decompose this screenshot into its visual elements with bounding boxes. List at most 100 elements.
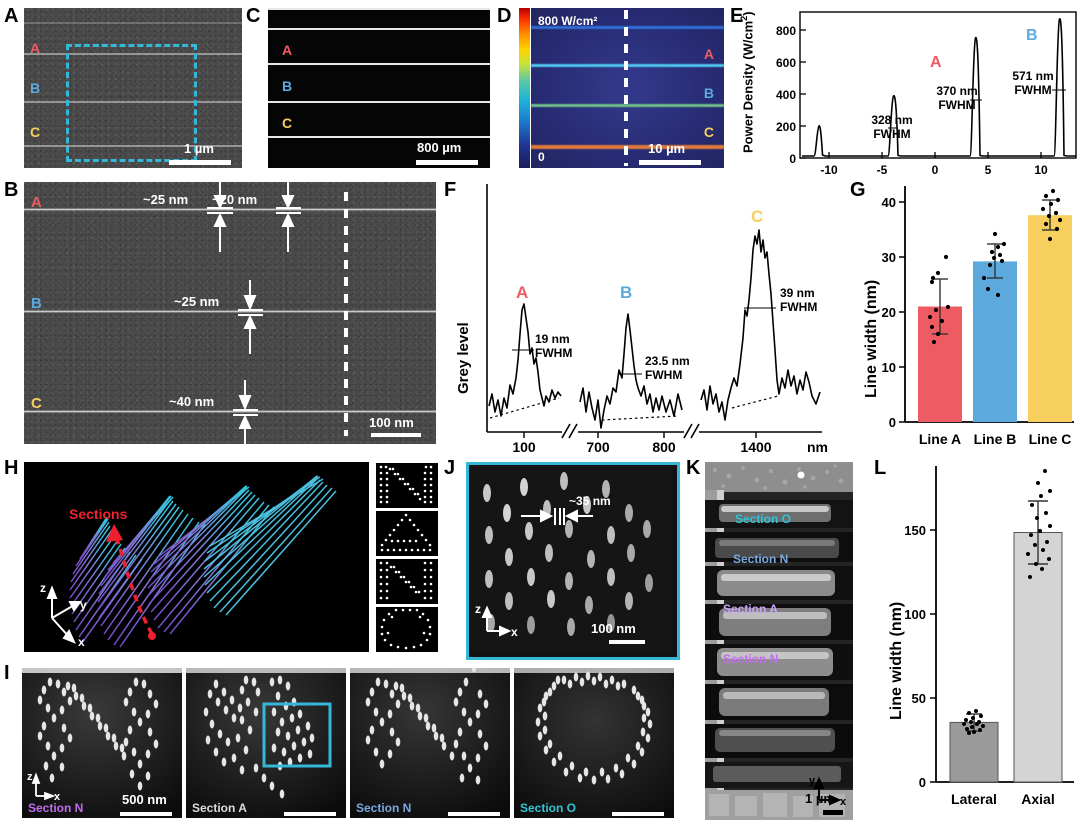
svg-text:0: 0 (889, 415, 896, 430)
sem-line-a (24, 53, 242, 55)
panel-i-frame-0-label: Section N (28, 801, 84, 815)
svg-text:10: 10 (1034, 163, 1048, 177)
panel-d-colorbar-max: 800 W/cm² (538, 14, 598, 28)
panel-f-fwhm-c-value: 39 nm (780, 286, 815, 300)
panel-letter-k: K (686, 457, 701, 479)
panel-i-frame-0-scalebar-label: 500 nm (122, 792, 167, 807)
svg-text:Axial: Axial (1021, 791, 1054, 807)
panel-f-fwhm-c: 39 nm FWHM (780, 286, 848, 315)
panel-h-sections-label: Sections (69, 506, 128, 522)
svg-text:200: 200 (776, 120, 796, 134)
svg-text:800: 800 (776, 24, 796, 38)
panel-d-colorbar (519, 8, 530, 168)
panel-a-label-a: A (30, 40, 41, 56)
panel-k-scalebar-label: 1 µm (805, 791, 835, 806)
panel-k-section-label-3: Section N (723, 652, 779, 666)
panel-d-label-c: C (703, 124, 714, 140)
panel-e-fwhm-b: 370 nm FWHM (920, 84, 994, 113)
svg-text:y: y (809, 775, 816, 787)
panel-letter-d: D (497, 5, 512, 27)
svg-text:nm: nm (807, 439, 828, 454)
panel-b-annotation-2: ~25 nm (174, 294, 220, 309)
panel-b-scalebar (371, 433, 421, 437)
panel-e-ylabel-text: Power Density (W/cm (740, 20, 756, 153)
panel-e-fwhm-c: 571 nm FWHM (996, 69, 1070, 98)
svg-text:20: 20 (882, 305, 896, 320)
svg-text:100: 100 (904, 607, 926, 622)
svg-text:Line B: Line B (974, 431, 1017, 447)
panel-letter-f: F (444, 179, 457, 201)
sem-line-top (24, 22, 242, 24)
svg-text:5: 5 (985, 163, 992, 177)
panel-e-peak-label-a: A (930, 54, 942, 71)
svg-text:Line C: Line C (1029, 431, 1072, 447)
panel-e-chart: Power Density (W/cm2) 0 200 400 600 800 (739, 8, 1080, 180)
panel-i-frame-2-scalebar (448, 812, 500, 816)
panel-b-label-b: B (31, 295, 42, 312)
panel-letter-j: J (444, 457, 456, 479)
panel-a-scalebar-label: 1 µm (184, 141, 214, 156)
panel-d-simulation-image: 800 W/cm² 0 A B C 10 µm (531, 8, 724, 168)
panel-b-sem-image: A B C ~25 nm ~ (24, 182, 436, 444)
panel-letter-l: L (874, 457, 887, 479)
svg-text:x: x (511, 625, 518, 639)
panel-b-line-b (24, 310, 436, 313)
panel-f-fwhm-a-label: FWHM (535, 345, 573, 360)
panel-e-fwhm-c-value: 571 nm (1012, 69, 1054, 83)
svg-text:400: 400 (776, 88, 796, 102)
panel-k-fib-image: y x Section O Section N Section A Sectio… (705, 462, 853, 820)
sem-line-b (24, 101, 242, 103)
panel-e-fwhm-a-label: FWHM (873, 126, 911, 141)
panel-d-label-a: A (703, 46, 714, 62)
panel-l-plot-svg: 0 50 100 150 (904, 466, 1074, 807)
panel-e-fwhm-b-value: 370 nm (936, 84, 978, 98)
panel-l-chart: Line width (nm) 0 50 100 150 (880, 462, 1076, 820)
panel-a-label-c: C (30, 124, 41, 140)
panel-c-label-c: C (282, 115, 293, 131)
panel-e-ylabel-sup: 2 (739, 15, 749, 21)
svg-text:40: 40 (882, 195, 896, 210)
svg-text:100: 100 (512, 439, 536, 454)
svg-text:z: z (27, 771, 33, 783)
panel-h-svg: z y x (40, 475, 337, 649)
panel-d-dashed-line (624, 10, 628, 166)
svg-text:30: 30 (882, 250, 896, 265)
panel-g-chart: Line width (nm) 0 10 20 30 40 (860, 182, 1076, 454)
svg-text:Line A: Line A (919, 431, 961, 447)
panel-f-fwhm-b: 23.5 nm FWHM (645, 354, 727, 383)
svg-text:150: 150 (904, 523, 926, 538)
panel-e-peak-label-b: B (1026, 27, 1038, 44)
panel-g-ylabel: Line width (nm) (863, 279, 880, 398)
panel-j-scalebar (609, 640, 645, 644)
panel-k-section-label-2: Section A (723, 602, 778, 616)
panel-c-scalebar (416, 160, 478, 165)
panel-b-label-c: C (31, 395, 42, 412)
svg-text:1400: 1400 (740, 439, 771, 454)
panel-c-line-4 (268, 136, 490, 138)
panel-f-chart: Grey level 100 700 800 14 (455, 182, 838, 454)
panel-f-ylabel: Grey level (455, 322, 472, 394)
panel-c-image: A B C 800 µm (268, 8, 490, 168)
panel-b-line-a (24, 208, 436, 211)
panel-i-frame-2-label: Section N (356, 801, 412, 815)
panel-i-frame-1-label: Section A (192, 801, 247, 815)
panel-f-plot-svg: 100 700 800 1400 nm (486, 184, 828, 454)
panel-b-dashed-line (344, 192, 348, 436)
panel-g-plot-svg: 0 10 20 30 40 (882, 186, 1074, 447)
svg-text:z: z (475, 602, 481, 616)
panel-c-line-1 (268, 28, 490, 30)
panel-c-label-a: A (282, 42, 293, 58)
panel-e-fwhm-b-label: FWHM (938, 97, 976, 112)
panel-j-annotation: ~35 nm (569, 494, 611, 508)
panel-i-frame-1-svg (186, 668, 346, 818)
panel-letter-h: H (4, 457, 19, 479)
svg-text:x: x (54, 791, 61, 803)
svg-text:Lateral: Lateral (951, 791, 997, 807)
panel-f-peak-label-c: C (751, 207, 764, 226)
panel-letter-a: A (4, 5, 19, 27)
svg-text:600: 600 (776, 56, 796, 70)
sem-line-c (24, 145, 242, 147)
panel-c-line-3 (268, 101, 490, 103)
panel-f-peak-label-b: B (620, 283, 633, 302)
svg-text:700: 700 (586, 439, 610, 454)
